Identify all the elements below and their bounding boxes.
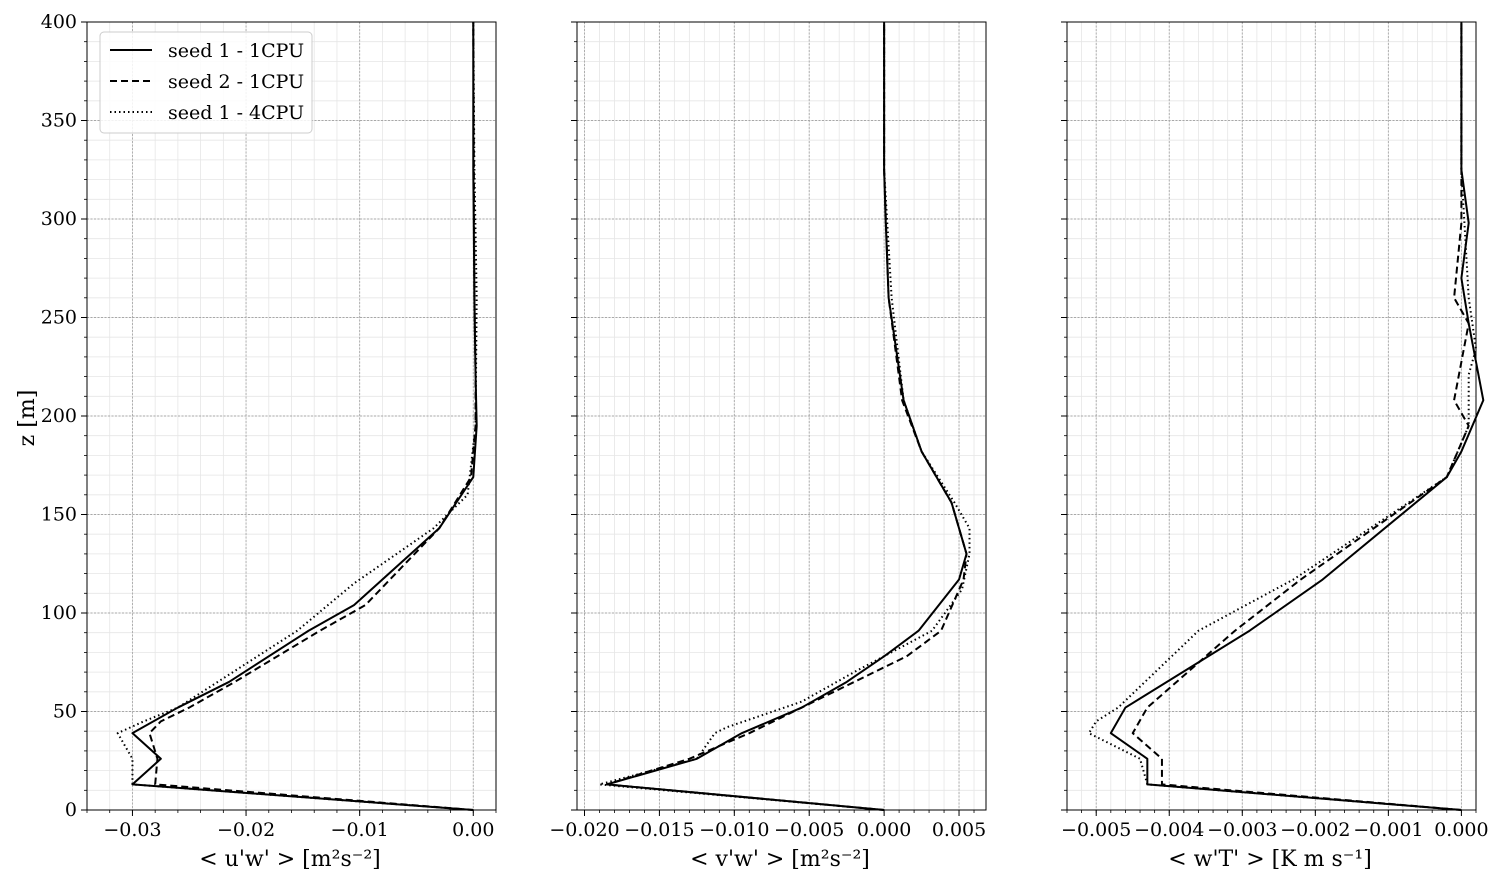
y-tick-label: 250 [41, 307, 77, 329]
panel-2: −0.005 −0.004 −0.003 −0.002 −0.001 0.000 [1061, 21, 1489, 841]
series-line-dotted [1087, 22, 1477, 811]
y-tick-label: 300 [41, 208, 77, 230]
y-tick-label: 200 [41, 405, 77, 427]
legend-label-seed1-1cpu: seed 1 - 1CPU [168, 40, 304, 62]
legend-frame [99, 31, 313, 134]
x-axis-label-uw: < u'w' > [m²s⁻²] [199, 847, 381, 872]
x-tick-label: −0.005 [1061, 819, 1131, 841]
series-line-dotted [116, 21, 478, 811]
x-axis-label-vw: < v'w' > [m²s⁻²] [690, 847, 870, 872]
x-tick-label: −0.03 [103, 819, 161, 841]
y-tick-label: 0 [65, 799, 77, 821]
x-tick-label: −0.020 [549, 819, 619, 841]
x-tick-label: 0.000 [1434, 819, 1488, 841]
panel-1: −0.020 −0.015 −0.010 −0.005 0.000 0.005 [549, 21, 987, 841]
x-tick-label: −0.010 [699, 819, 769, 841]
x-tick-label: −0.005 [774, 819, 844, 841]
y-tick-label: 150 [41, 504, 77, 526]
legend-label-seed1-4cpu: seed 1 - 4CPU [168, 102, 304, 124]
x-tick-label: −0.004 [1134, 819, 1204, 841]
series-line-solid [1109, 22, 1485, 811]
x-axis-label-wt: < w'T' > [K m s⁻¹] [1168, 847, 1372, 872]
x-tick-label: 0.005 [932, 819, 986, 841]
series-line-dashed [148, 21, 477, 811]
legend-label-seed2-1cpu: seed 2 - 1CPU [168, 71, 304, 93]
y-axis-label: z [m] [15, 390, 40, 447]
x-tick-label: 0.000 [857, 819, 911, 841]
series-line-dotted [598, 22, 971, 811]
y-tick-label: 50 [53, 701, 77, 723]
x-tick-label: 0.00 [452, 819, 494, 841]
series-line-dashed [605, 22, 968, 811]
x-tick-label: −0.002 [1280, 819, 1350, 841]
y-tick-label: 100 [41, 602, 77, 624]
x-tick-label: −0.02 [217, 819, 275, 841]
y-tick-label: 400 [41, 11, 77, 33]
x-tick-label: −0.001 [1353, 819, 1423, 841]
panel-0: −0.03 −0.02 −0.01 0.00 0 50 100 150 200 250 300 350… [41, 11, 497, 841]
x-tick-label: −0.015 [624, 819, 694, 841]
y-tick-label: 350 [41, 110, 77, 132]
series-line-solid [131, 22, 478, 811]
x-tick-label: −0.01 [331, 819, 389, 841]
x-tick-label: −0.003 [1207, 819, 1277, 841]
legend: seed 1 - 1CPU seed 2 - 1CPU seed 1 - 4CP… [99, 31, 313, 134]
